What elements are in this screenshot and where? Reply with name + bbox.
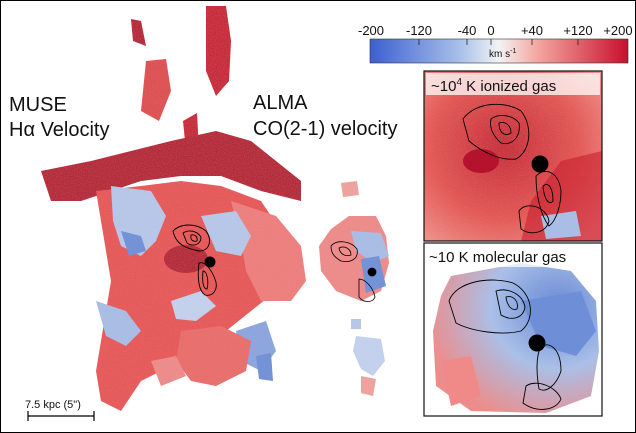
muse-title-line2: Hα Velocity bbox=[9, 119, 110, 141]
colorbar: -200 -120 -40 0 +40 +120 +200 km s-1 bbox=[358, 23, 633, 64]
colorbar-tick-5: +40 bbox=[521, 23, 543, 38]
alma-title-line2: CO(2-1) velocity bbox=[253, 118, 397, 140]
inset-top-label: ~104 K ionized gas bbox=[431, 77, 556, 95]
alma-title-line1: ALMA bbox=[253, 92, 308, 114]
colorbar-tick-3: -40 bbox=[458, 23, 477, 38]
scale-bar: 7.5 kpc (5") bbox=[25, 399, 95, 421]
colorbar-tick-1: -200 bbox=[358, 23, 384, 38]
inset-ionized-gas: ~104 K ionized gas bbox=[423, 70, 603, 242]
muse-co-contours bbox=[172, 224, 217, 296]
alma-co-map bbox=[319, 181, 389, 396]
muse-halpha-map bbox=[41, 6, 306, 411]
colorbar-tick-6: +120 bbox=[563, 23, 592, 38]
inset-molecular-gas: ~10 K molecular gas bbox=[423, 242, 603, 417]
colorbar-tick-4: 0 bbox=[487, 23, 494, 38]
scale-bar-label: 7.5 kpc (5") bbox=[25, 399, 81, 411]
alma-co-contours bbox=[330, 241, 377, 302]
colorbar-gradient bbox=[369, 38, 629, 64]
colorbar-tick-2: -120 bbox=[406, 23, 432, 38]
colorbar-unit: km s-1 bbox=[489, 48, 516, 60]
colorbar-tick-7: +200 bbox=[603, 23, 632, 38]
muse-title-line1: MUSE bbox=[9, 94, 67, 116]
inset-bottom-label: ~10 K molecular gas bbox=[429, 249, 566, 266]
